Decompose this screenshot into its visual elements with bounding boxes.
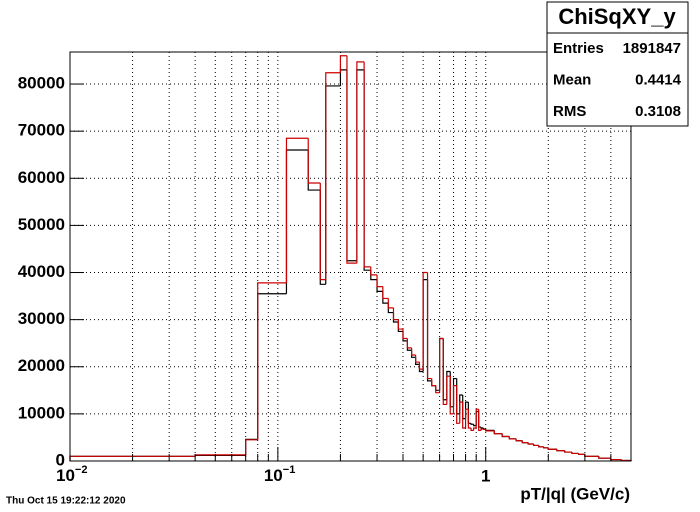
- histogram-step: [473, 427, 477, 431]
- histogram-step: [397, 319, 403, 330]
- histogram-step: [533, 444, 539, 447]
- tick-exponent: −1: [283, 464, 296, 476]
- histogram-step: [578, 453, 585, 456]
- histogram-step: [543, 446, 549, 449]
- histogram-step: [392, 307, 399, 321]
- histogram-step: [435, 385, 440, 394]
- histogram-step: [459, 401, 463, 424]
- stats-label: Entries: [553, 40, 604, 57]
- histogram-step: [257, 282, 287, 440]
- frame: [69, 51, 632, 462]
- histogram-step: [467, 409, 472, 429]
- histogram-step: [521, 440, 529, 444]
- histogram-step: [571, 452, 579, 455]
- histogram-step: [339, 55, 347, 73]
- timestamp: Thu Oct 15 19:22:12 2020: [6, 496, 126, 507]
- histogram-step: [462, 402, 466, 429]
- histogram-step: [426, 272, 432, 380]
- histogram-step: [538, 445, 544, 448]
- histogram-step: [382, 286, 389, 300]
- x-tick-label: 10−2: [56, 464, 87, 486]
- histogram-step: [422, 271, 428, 370]
- histogram-step: [470, 428, 474, 431]
- histogram-step: [431, 378, 436, 387]
- histogram-step: [411, 347, 416, 356]
- y-tick-label: 20000: [18, 356, 65, 375]
- histogram-step: [456, 385, 460, 424]
- y-tick-label: 60000: [18, 168, 65, 187]
- histogram-step: [478, 409, 482, 431]
- x-tick-label: 1: [481, 466, 490, 485]
- histogram-step: [598, 456, 611, 459]
- histogram-step: [319, 182, 326, 281]
- histogram-step: [556, 449, 565, 452]
- y-tick-label: 80000: [18, 74, 65, 93]
- y-tick-label: 40000: [18, 262, 65, 281]
- histogram-step: [493, 430, 503, 435]
- histogram-step: [480, 428, 484, 431]
- histogram-step: [346, 55, 357, 264]
- histogram-step: [470, 423, 474, 425]
- histogram-step: [547, 447, 557, 450]
- tick-exponent: −2: [75, 464, 88, 476]
- stats-box: ChiSqXY_y: [546, 1, 689, 127]
- histogram-step: [564, 450, 572, 453]
- tick-base: 10: [56, 466, 75, 485]
- stats-label: RMS: [553, 103, 586, 120]
- histogram-step: [376, 274, 383, 288]
- y-tick-label: 0: [56, 450, 65, 469]
- histogram-step: [501, 433, 510, 438]
- x-tick-label: 10−1: [264, 464, 295, 486]
- histogram-step: [527, 442, 534, 445]
- histogram-step: [485, 429, 495, 432]
- y-tick-label: 70000: [18, 121, 65, 140]
- stats-frame: [546, 1, 689, 127]
- histogram-step: [446, 375, 451, 405]
- histogram-step: [475, 408, 479, 429]
- histogram-step: [307, 138, 321, 184]
- histogram-step: [415, 354, 420, 363]
- histogram-step: [480, 427, 484, 429]
- y-tick-label: 30000: [18, 309, 65, 328]
- stats-value: 1891847: [623, 40, 681, 57]
- stats-value: 0.3108: [635, 103, 681, 120]
- histogram-step: [515, 438, 523, 442]
- histogram-step: [387, 298, 394, 309]
- histogram-step: [406, 338, 412, 349]
- histogram-step: [370, 266, 378, 276]
- histogram-step: [363, 61, 371, 268]
- histogram-step: [473, 424, 477, 427]
- histogram-step: [442, 338, 447, 406]
- histogram-step: [418, 362, 424, 370]
- histogram-step: [325, 72, 341, 280]
- tick-base: 10: [264, 466, 283, 485]
- stats-label: Mean: [553, 71, 591, 88]
- y-tick-label: 10000: [18, 403, 65, 422]
- stats-value: 0.4414: [635, 71, 682, 88]
- histogram-step: [508, 436, 517, 440]
- histogram-step: [439, 337, 444, 393]
- histogram-step: [449, 376, 454, 415]
- histogram-step: [452, 385, 457, 414]
- x-axis-label: pT/|q| (GeV/c): [520, 484, 630, 503]
- plot-area: [69, 52, 632, 462]
- histogram-step: [245, 439, 258, 455]
- histogram-step: [356, 61, 365, 264]
- y-tick-label: 50000: [18, 215, 65, 234]
- stats-title: ChiSqXY_y: [558, 4, 676, 29]
- histogram-step: [285, 137, 309, 283]
- histogram-step: [402, 329, 408, 340]
- histogram-step: [464, 408, 469, 429]
